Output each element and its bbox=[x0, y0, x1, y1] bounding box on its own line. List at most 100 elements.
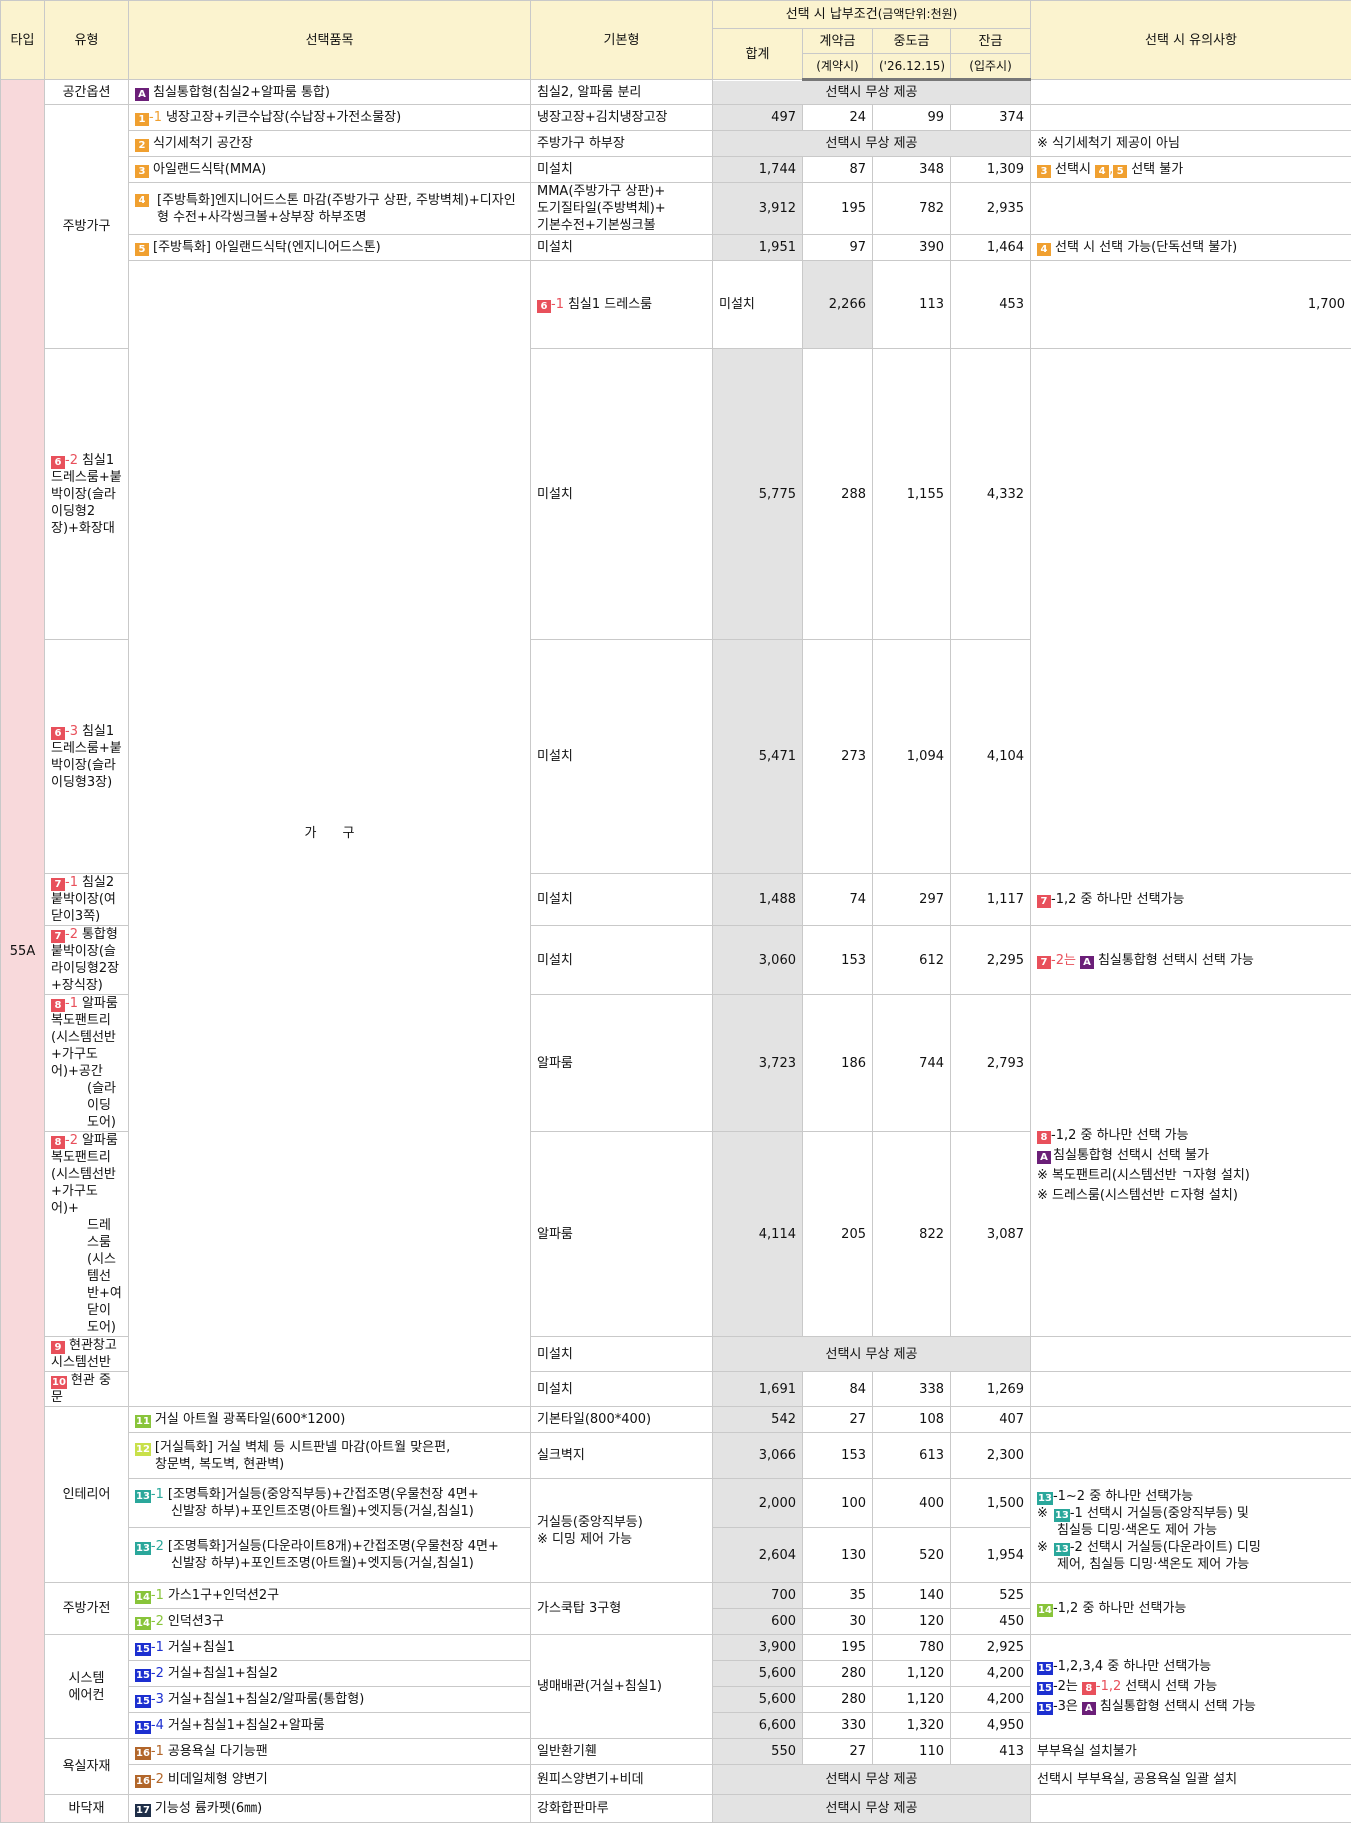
note-text: -2 선택시 거실등(다운라이트) 디밍 bbox=[1070, 1540, 1261, 1555]
item-text: 침실1 드레스룸 bbox=[568, 297, 652, 312]
basic-cell: 미설치 bbox=[713, 261, 803, 349]
free-cell: 선택시 무상 제공 bbox=[713, 80, 1031, 105]
note-badge: 7 bbox=[1037, 895, 1051, 908]
total-cell: 1,488 bbox=[713, 874, 803, 926]
balance-cell: 4,200 bbox=[951, 1661, 1031, 1687]
item-text: 공용욕실 다기능팬 bbox=[168, 1744, 268, 1759]
category-aircon: 시스템 에어컨 bbox=[45, 1635, 129, 1739]
option-badge: 8 bbox=[51, 1136, 65, 1149]
basic-cell: 냉매배관(거실+침실1) bbox=[531, 1635, 713, 1739]
note-cell: 13-1~2 중 하나만 선택가능 ※13-1 선택시 거실등(중앙직부등) 및… bbox=[1031, 1479, 1351, 1583]
header-item: 선택품목 bbox=[129, 1, 531, 80]
free-cell: 선택시 무상 제공 bbox=[713, 1795, 1031, 1823]
note-badge: 5 bbox=[1113, 165, 1127, 178]
middle-cell: 1,320 bbox=[873, 1713, 951, 1739]
balance-cell: 1,954 bbox=[951, 1528, 1031, 1583]
middle-cell: 1,094 bbox=[873, 640, 951, 874]
option-badge: 7 bbox=[51, 878, 65, 891]
note-cell bbox=[1031, 1372, 1351, 1407]
note-badge: 3 bbox=[1037, 165, 1051, 178]
item-cell: 4[주방특화]엔지니어드스톤 마감(주방가구 상판, 주방벽체)+디자인형 수전… bbox=[129, 183, 531, 235]
item-text: [거실특화] 거실 벽체 등 시트판넬 마감(아트월 맞은편, bbox=[155, 1440, 450, 1455]
middle-cell: 338 bbox=[873, 1372, 951, 1407]
option-badge: 15 bbox=[135, 1669, 151, 1682]
option-sub: -1 bbox=[151, 1588, 164, 1603]
basic-cell: 미설치 bbox=[531, 640, 713, 874]
header-total: 합계 bbox=[713, 29, 803, 80]
balance-cell: 4,950 bbox=[951, 1713, 1031, 1739]
option-sub: -3 bbox=[65, 724, 78, 739]
option-badge: 15 bbox=[135, 1643, 151, 1656]
item-cell: 13-1[조명특화]거실등(중앙직부등)+간접조명(우물천장 4면+신발장 하부… bbox=[129, 1479, 531, 1528]
note-cell bbox=[1031, 1337, 1351, 1372]
option-badge: 6 bbox=[537, 300, 551, 313]
middle-cell: 1,120 bbox=[873, 1687, 951, 1713]
balance-cell: 4,104 bbox=[951, 640, 1031, 874]
table-row: 5[주방특화] 아일랜드식탁(엔지니어드스톤) 미설치 1,951 97 390… bbox=[1, 235, 1351, 261]
balance-cell: 1,269 bbox=[951, 1372, 1031, 1407]
note-badge: A bbox=[1080, 956, 1094, 969]
note-text: 침실통합형 선택시 선택 불가 bbox=[1053, 1148, 1209, 1163]
basic-cell: 실크벽지 bbox=[531, 1433, 713, 1479]
middle-cell: 613 bbox=[873, 1433, 951, 1479]
middle-cell: 110 bbox=[873, 1739, 951, 1765]
deposit-cell: 280 bbox=[803, 1661, 873, 1687]
middle-cell: 782 bbox=[873, 183, 951, 235]
note-text: ※ bbox=[1037, 1506, 1048, 1521]
note-cell: 부부욕실 설치불가 bbox=[1031, 1739, 1351, 1765]
note-text: -1 선택시 거실등(중앙직부등) 및 bbox=[1070, 1506, 1249, 1521]
option-badge: 1 bbox=[135, 113, 149, 126]
note-badge: 15 bbox=[1037, 1662, 1053, 1675]
deposit-cell: 186 bbox=[803, 995, 873, 1132]
balance-cell: 2,935 bbox=[951, 183, 1031, 235]
note-text: -1,2 중 하나만 선택 가능 bbox=[1051, 1128, 1189, 1143]
note-text: ※ bbox=[1037, 1540, 1048, 1555]
total-cell: 2,604 bbox=[713, 1528, 803, 1583]
middle-cell: 1,155 bbox=[873, 349, 951, 640]
note-text: 선택시 선택 가능 bbox=[1125, 1679, 1217, 1694]
option-sub: -1 bbox=[551, 297, 564, 312]
option-sub: -1 bbox=[151, 1744, 164, 1759]
basic-cell: 미설치 bbox=[531, 1372, 713, 1407]
balance-cell: 450 bbox=[951, 1609, 1031, 1635]
free-cell: 선택시 무상 제공 bbox=[713, 1337, 1031, 1372]
basic-cell: 미설치 bbox=[531, 1337, 713, 1372]
total-cell: 542 bbox=[713, 1407, 803, 1433]
deposit-cell: 100 bbox=[803, 1479, 873, 1528]
free-cell: 선택시 무상 제공 bbox=[713, 131, 1031, 157]
option-sub: -1 bbox=[65, 875, 78, 890]
deposit-cell: 195 bbox=[803, 1635, 873, 1661]
item-text: 거실+침실1+침실2/알파룸(통합형) bbox=[168, 1692, 364, 1707]
basic-cell: 일반환기휀 bbox=[531, 1739, 713, 1765]
option-badge: 2 bbox=[135, 139, 149, 152]
table-row: 13-1[조명특화]거실등(중앙직부등)+간접조명(우물천장 4면+신발장 하부… bbox=[1, 1479, 1351, 1528]
item-text: 기능성 륨카펫(6㎜) bbox=[155, 1801, 262, 1816]
deposit-cell: 35 bbox=[803, 1583, 873, 1609]
total-cell: 3,066 bbox=[713, 1433, 803, 1479]
item-text: [주방특화] 아일랜드식탁(엔지니어드스톤) bbox=[153, 240, 381, 255]
deposit-cell: 84 bbox=[803, 1372, 873, 1407]
basic-cell: 알파룸 bbox=[531, 995, 713, 1132]
type-cell: 55A bbox=[1, 80, 45, 1823]
basic-cell: 거실등(중앙직부등) ※ 디밍 제어 가능 bbox=[531, 1479, 713, 1583]
option-badge: 3 bbox=[135, 165, 149, 178]
header-balance: 잔금 bbox=[951, 29, 1031, 54]
note-badge: 13 bbox=[1037, 1492, 1053, 1505]
